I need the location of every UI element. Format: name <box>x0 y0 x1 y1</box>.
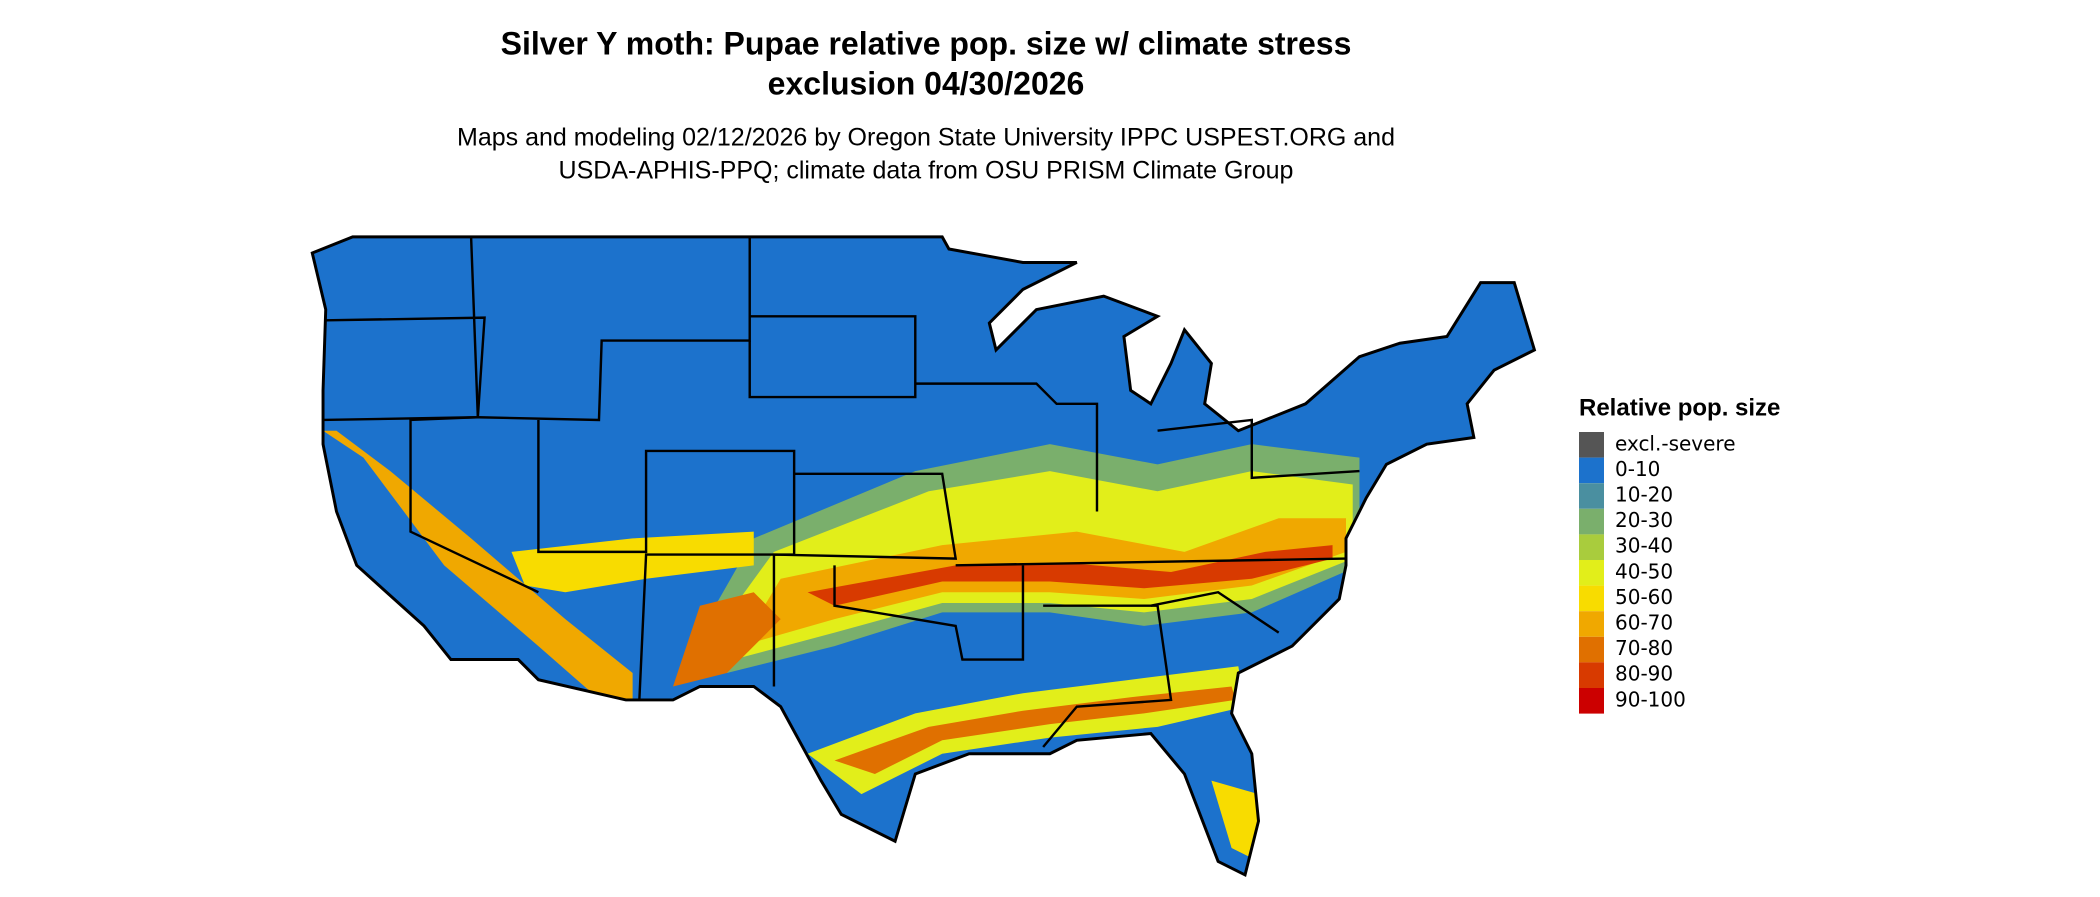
legend-swatch <box>1579 508 1604 535</box>
legend-label: 40-50 <box>1615 559 1673 583</box>
legend-swatch <box>1579 636 1604 663</box>
map <box>310 235 1537 878</box>
state-line <box>748 315 917 399</box>
zone <box>511 531 754 593</box>
legend-swatch <box>1579 432 1604 458</box>
state-line <box>1157 418 1360 480</box>
legend-title: Relative pop. size <box>1579 394 1780 421</box>
legend-swatch <box>1579 662 1604 688</box>
title: Silver Y moth: Pupae relative pop. size … <box>501 25 1352 61</box>
legend-swatch <box>1579 560 1604 586</box>
state-line <box>1150 590 1280 634</box>
subtitle: USDA-APHIS-PPQ; climate data from OSU PR… <box>559 157 1294 185</box>
legend-label: 30-40 <box>1615 534 1673 558</box>
legend: excl.-severe0-1010-2020-3030-4040-5050-6… <box>1579 431 1736 714</box>
country-outline <box>310 235 1537 878</box>
zone <box>834 686 1236 774</box>
legend-label: 50-60 <box>1615 585 1673 609</box>
state-line <box>915 382 1099 512</box>
legend-label: 0-10 <box>1615 457 1660 481</box>
legend-label: 80-90 <box>1615 662 1673 686</box>
legend-label: excl.-severe <box>1615 431 1736 455</box>
legend-swatch <box>1579 457 1604 484</box>
state-lines <box>323 236 1360 748</box>
legend-label: 20-30 <box>1615 508 1673 532</box>
title: exclusion 04/30/2026 <box>768 65 1085 101</box>
legend-swatch <box>1579 585 1604 612</box>
zone <box>807 545 1333 606</box>
state-line <box>1042 604 1173 748</box>
zone <box>740 518 1346 647</box>
zone <box>323 430 633 700</box>
subtitle: Maps and modeling 02/12/2026 by Oregon S… <box>457 124 1395 152</box>
legend-swatch <box>1579 534 1604 560</box>
state-line <box>955 557 1347 567</box>
legend-label: 90-100 <box>1615 687 1686 711</box>
state-line <box>477 236 751 422</box>
legend-label: 60-70 <box>1615 611 1673 635</box>
state-line <box>409 236 539 594</box>
legend-swatch <box>1579 483 1604 509</box>
zone <box>673 592 781 687</box>
state-line <box>323 316 486 422</box>
state-line <box>772 472 958 687</box>
state-line <box>537 419 796 700</box>
legend-swatch <box>1579 611 1604 637</box>
zone <box>1211 780 1259 862</box>
state-line <box>833 565 1025 661</box>
legend-label: 10-20 <box>1615 483 1673 507</box>
legend-swatch <box>1579 688 1604 714</box>
legend-label: 70-80 <box>1615 636 1673 660</box>
